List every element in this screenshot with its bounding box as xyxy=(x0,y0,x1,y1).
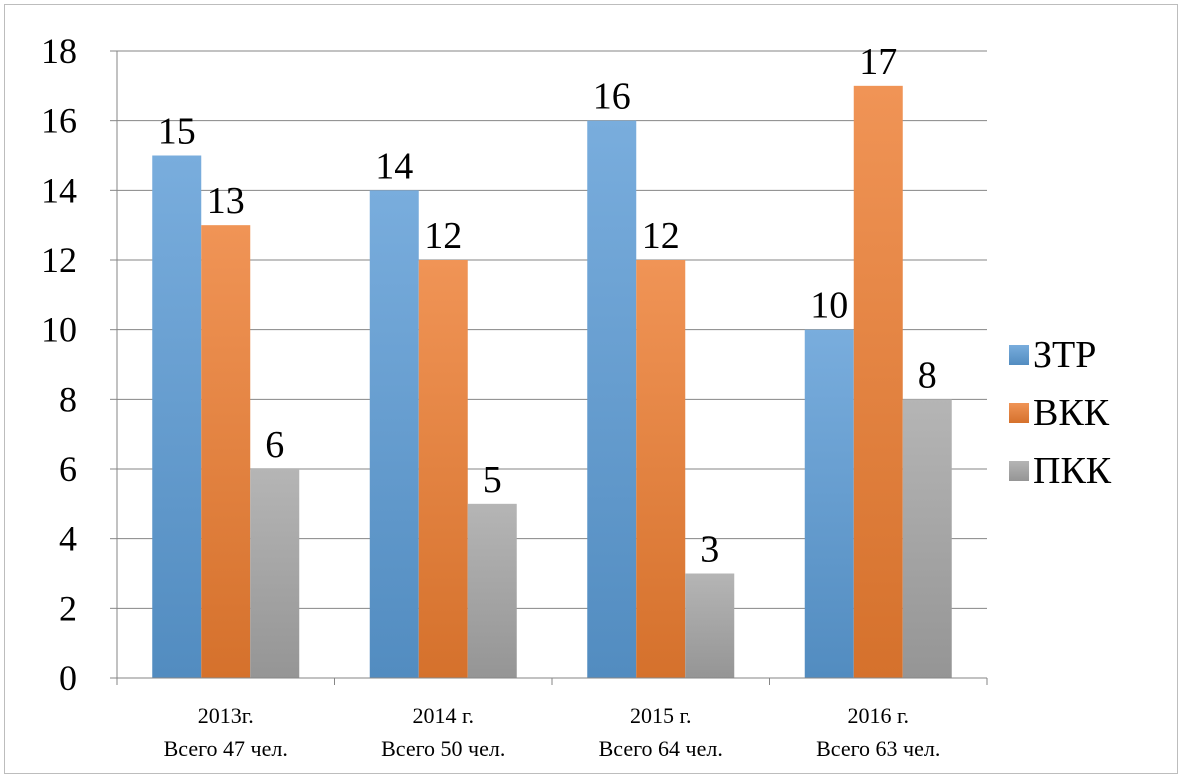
x-tick-label: 2014 г. xyxy=(412,703,474,728)
bar xyxy=(201,225,251,678)
legend-label: ВКК xyxy=(1033,392,1110,434)
data-label: 3 xyxy=(700,529,719,571)
legend-swatch xyxy=(1009,403,1029,423)
bar xyxy=(152,155,202,678)
x-tick-label: 2016 г. xyxy=(847,703,909,728)
legend-label: ЗТР xyxy=(1033,334,1096,376)
chart-frame: 15 13 6 14 12 5 16 12 3 10 17 8 0 2 4 6 8 10 12 14 16 18 2013… xyxy=(4,4,1178,774)
y-tick-label: 6 xyxy=(59,449,77,489)
data-labels: 15 13 6 14 12 5 16 12 3 10 17 8 xyxy=(158,41,937,571)
bar xyxy=(369,190,419,679)
y-tick-label: 12 xyxy=(41,240,77,280)
legend-swatch xyxy=(1009,345,1029,365)
y-tick-label: 16 xyxy=(41,101,77,141)
x-tick-label: Всего 47 чел. xyxy=(164,736,288,761)
bar xyxy=(587,120,637,678)
bar xyxy=(467,503,517,678)
data-label: 15 xyxy=(158,111,196,153)
bar xyxy=(636,260,686,678)
x-tick-label: Всего 64 чел. xyxy=(599,736,723,761)
data-label: 5 xyxy=(483,459,502,501)
y-tick-label: 10 xyxy=(41,310,77,350)
data-label: 12 xyxy=(424,215,462,257)
legend-swatch xyxy=(1009,461,1029,481)
bar xyxy=(418,260,468,678)
legend-label: ПКК xyxy=(1033,450,1112,492)
data-label: 10 xyxy=(810,285,848,327)
y-tick-label: 8 xyxy=(59,379,77,419)
x-tick-label: 2015 г. xyxy=(630,703,692,728)
x-tick-label: 2013г. xyxy=(198,703,254,728)
y-tick-label: 14 xyxy=(41,170,77,210)
bar xyxy=(250,469,300,678)
data-label: 17 xyxy=(859,41,897,83)
bar-chart: 15 13 6 14 12 5 16 12 3 10 17 8 0 2 4 6 8 10 12 14 16 18 2013… xyxy=(41,31,1112,761)
bar xyxy=(685,573,735,678)
data-label: 14 xyxy=(375,145,413,187)
x-tick-label: Всего 50 чел. xyxy=(381,736,505,761)
data-label: 8 xyxy=(918,354,937,396)
data-label: 12 xyxy=(642,215,680,257)
data-label: 6 xyxy=(265,424,284,466)
axes: 0 2 4 6 8 10 12 14 16 18 2013г. Всего 47 чел. 2014 г… xyxy=(41,31,988,761)
x-tick-label: Всего 63 чел. xyxy=(816,736,940,761)
y-tick-label: 18 xyxy=(41,31,77,71)
legend: ЗТР ВКК ПКК xyxy=(1009,334,1112,492)
data-label: 13 xyxy=(207,180,245,222)
y-tick-label: 4 xyxy=(59,519,77,559)
bar xyxy=(853,85,903,679)
y-tick-label: 2 xyxy=(59,588,77,628)
y-tick-label: 0 xyxy=(59,658,77,698)
bar xyxy=(902,399,952,678)
bar xyxy=(804,329,854,678)
data-label: 16 xyxy=(593,76,631,118)
bars xyxy=(152,85,952,679)
